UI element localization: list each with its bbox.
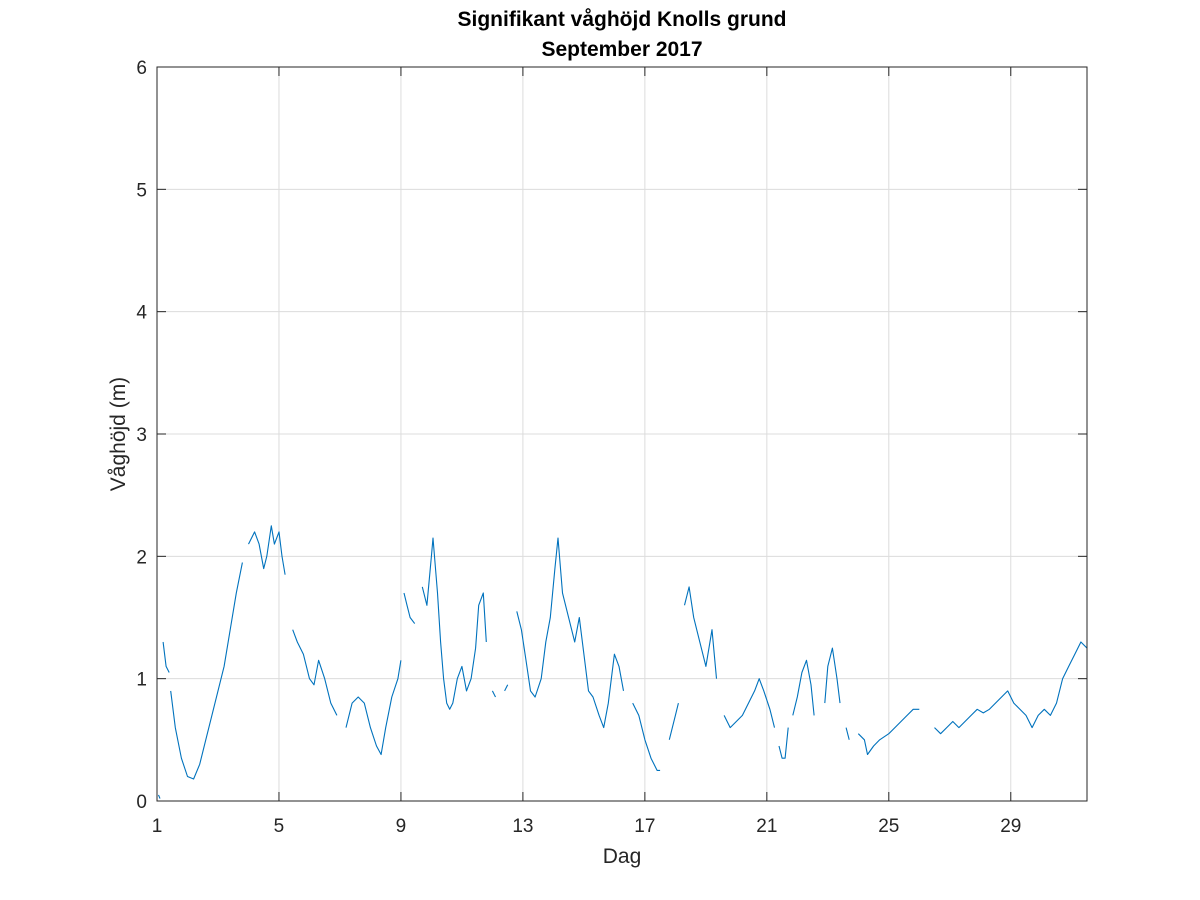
series-segment [292,629,338,716]
x-tick-label: 17 [634,816,655,837]
x-tick-label: 25 [878,816,899,837]
x-tick-label: 21 [756,816,777,837]
series-segment [157,794,161,799]
y-tick-label: 6 [136,58,147,79]
series-segment [516,537,625,729]
tick-marks [156,66,1087,802]
y-axis-label: Våghöjd (m) [107,377,130,491]
series-segment [345,660,402,756]
x-tick-label: 5 [274,816,285,837]
series-segment [723,678,776,729]
series-segment [632,702,661,771]
x-tick-label: 9 [396,816,407,837]
series-segment [934,641,1088,735]
y-tick-label: 4 [136,303,147,324]
series-segment [857,708,920,756]
series-segment [403,592,416,624]
series-segment [421,537,487,710]
y-tick-label: 1 [136,670,147,691]
chart-subtitle: September 2017 [541,38,702,61]
chart-title: Signifikant våghöjd Knolls grund [458,8,787,31]
x-axis-label: Dag [603,845,642,868]
series-segment [504,684,509,692]
series-segment [683,586,718,679]
y-tick-label: 2 [136,547,147,568]
series-segment [824,647,841,704]
series-segment [162,641,170,673]
y-tick-label: 0 [136,792,147,813]
series-segment [170,562,243,780]
series-segment [792,659,815,716]
series-segment [248,525,286,575]
y-tick-label: 3 [136,425,147,446]
series-segment [491,690,496,698]
y-tick-labels: 0 1 2 3 4 5 6 [136,58,147,813]
x-tick-label: 29 [1000,816,1021,837]
x-tick-labels: 1 5 9 13 17 21 25 29 [152,816,1022,837]
series-segment [668,702,679,740]
series-segment [778,727,789,759]
grid-lines [156,66,1087,802]
x-tick-label: 13 [512,816,533,837]
x-tick-label: 1 [152,816,163,837]
data-series [157,525,1088,799]
series-segment [845,727,850,740]
y-tick-label: 5 [136,180,147,201]
